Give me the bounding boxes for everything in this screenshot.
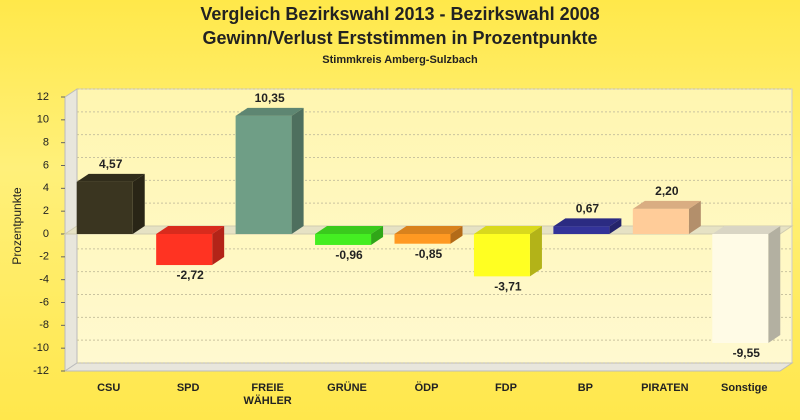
y-tick-label: -10 bbox=[33, 342, 49, 354]
y-tick-label: -8 bbox=[39, 319, 49, 331]
x-tick-label: ÖDP bbox=[414, 382, 439, 394]
bar-side bbox=[688, 200, 701, 234]
y-tick-label: -2 bbox=[39, 251, 49, 263]
chart-subtitle: Stimmkreis Amberg-Sulzbach bbox=[322, 54, 478, 66]
value-label: -0,85 bbox=[415, 247, 443, 261]
y-axis-label: Prozentpunkte bbox=[10, 187, 24, 265]
y-tick-label: 0 bbox=[43, 228, 49, 240]
bar-side bbox=[609, 218, 622, 234]
floor bbox=[63, 362, 794, 372]
y-tick-label: 8 bbox=[43, 137, 49, 149]
value-label: 2,20 bbox=[655, 184, 679, 198]
bar-side bbox=[450, 226, 463, 244]
chart-title: Vergleich Bezirkswahl 2013 - Bezirkswahl… bbox=[200, 4, 599, 24]
bar-top bbox=[394, 226, 463, 234]
bar bbox=[712, 234, 769, 344]
bar-top bbox=[632, 200, 701, 209]
bar bbox=[315, 234, 372, 245]
bar bbox=[235, 115, 292, 234]
bar bbox=[553, 226, 610, 234]
y-tick-label: 10 bbox=[37, 114, 49, 126]
x-tick-label: Sonstige bbox=[721, 382, 768, 394]
bar-top bbox=[473, 226, 542, 234]
y-tick-label: 4 bbox=[43, 182, 49, 194]
bar bbox=[632, 208, 689, 234]
bar-top bbox=[156, 226, 225, 234]
y-tick-label: 2 bbox=[43, 205, 49, 217]
value-label: -2,72 bbox=[176, 268, 204, 282]
bar-side bbox=[132, 173, 145, 234]
bar-top bbox=[235, 107, 304, 116]
bar-top bbox=[712, 226, 781, 234]
x-tick-label: FREIE WÄHLER bbox=[243, 382, 292, 407]
value-label: -3,71 bbox=[494, 280, 522, 294]
bar-side bbox=[768, 226, 781, 344]
bar-top bbox=[553, 218, 622, 227]
bar-side bbox=[212, 226, 225, 266]
y-tick-label: -6 bbox=[39, 296, 49, 308]
bar bbox=[156, 234, 213, 266]
y-tick-label: 6 bbox=[43, 159, 49, 171]
y-tick-label: -12 bbox=[33, 365, 49, 377]
bar-top bbox=[76, 173, 145, 182]
value-label: -0,96 bbox=[335, 248, 363, 262]
y-tick-label: -4 bbox=[39, 274, 49, 286]
x-tick-label: CSU bbox=[97, 382, 121, 394]
value-label: 10,35 bbox=[255, 91, 285, 105]
value-label: 4,57 bbox=[99, 157, 123, 171]
bar bbox=[76, 181, 133, 234]
x-tick-label: BP bbox=[577, 382, 594, 394]
x-tick-label: FDP bbox=[494, 382, 517, 394]
bar-side bbox=[371, 226, 384, 245]
x-tick-label: PIRATEN bbox=[641, 382, 689, 394]
bar-side bbox=[529, 226, 542, 277]
value-label: -9,55 bbox=[733, 346, 761, 360]
bar bbox=[394, 234, 451, 244]
chart-title: Gewinn/Verlust Erststimmen in Prozentpun… bbox=[202, 28, 597, 48]
bar-top bbox=[315, 226, 384, 234]
x-tick-label: SPD bbox=[176, 382, 200, 394]
bar-side bbox=[291, 107, 304, 234]
value-label: 0,67 bbox=[576, 202, 600, 216]
bar bbox=[473, 234, 530, 277]
y-tick-label: 12 bbox=[37, 91, 49, 103]
x-tick-label: GRÜNE bbox=[327, 382, 367, 394]
